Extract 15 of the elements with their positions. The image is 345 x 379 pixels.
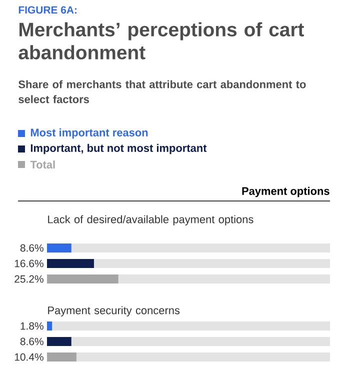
text: Payment options	[242, 186, 330, 198]
data-label: 1.8%	[20, 322, 44, 330]
data-label: 16.6%	[14, 260, 44, 268]
legend-label: Important, but not most important	[30, 144, 207, 154]
caption: FIGURE 6A:	[18, 6, 76, 14]
data-label: 25.2%	[14, 275, 44, 283]
chart-title: Merchants’ perceptions of cart abandonment	[18, 22, 304, 60]
y-tick-label: Lack of desired/available payment options	[48, 215, 254, 226]
legend-label: Total	[30, 160, 55, 169]
legend-label: Most important reason	[30, 128, 148, 139]
data-label: 10.4%	[14, 353, 44, 361]
chart-subtitle: Share of merchants that attribute cart abandonment to select factors	[18, 80, 306, 104]
y-tick-label: Payment security concerns	[48, 306, 180, 316]
data-label: 8.6%	[20, 244, 44, 252]
data-label: 8.6%	[20, 338, 44, 346]
